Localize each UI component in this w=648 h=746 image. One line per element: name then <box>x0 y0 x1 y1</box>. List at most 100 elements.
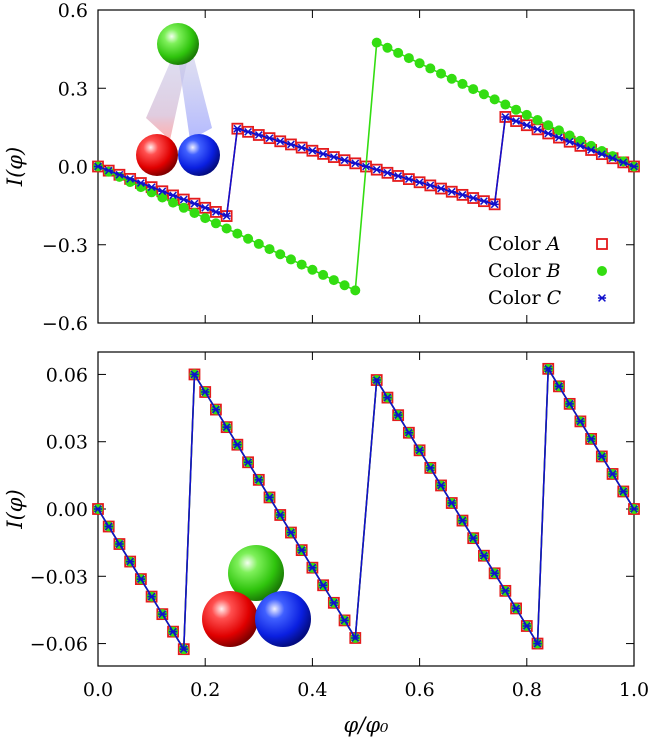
data-point <box>329 153 338 161</box>
data-point <box>383 393 392 402</box>
data-point <box>104 522 113 531</box>
data-point <box>319 149 328 158</box>
legend-label-text: Color <box>488 260 547 282</box>
legend-label-symbol: A <box>545 233 561 255</box>
data-point <box>232 228 243 239</box>
data-point <box>629 505 639 513</box>
x-tick-label: 1.0 <box>619 679 648 701</box>
data-point <box>608 470 617 478</box>
data-point <box>458 190 467 199</box>
data-point <box>533 639 542 648</box>
data-point <box>200 213 211 224</box>
legend-label: Color A <box>488 233 560 255</box>
data-point <box>296 259 307 270</box>
data-point <box>222 212 231 220</box>
blue-sphere-icon <box>178 134 220 176</box>
data-point <box>511 104 522 115</box>
data-point <box>619 487 628 496</box>
y-axis-label: I(φ) <box>3 489 27 529</box>
red-sphere-icon <box>136 134 178 176</box>
data-point <box>328 275 339 286</box>
x-tick-label: 0.4 <box>297 679 327 701</box>
x-tick-label: 0.0 <box>83 679 113 701</box>
data-point <box>179 645 188 654</box>
data-point <box>489 94 500 105</box>
data-point <box>522 121 531 130</box>
data-point <box>414 58 425 69</box>
data-point <box>553 125 564 136</box>
bottom-panel: −0.06 −0.03 0.00 0.03 0.06 0.0 0.2 0.4 0.6 0.8 1.0… <box>3 351 648 737</box>
legend-label-text: Color <box>488 233 547 255</box>
data-point <box>147 592 156 601</box>
data-point <box>500 99 511 110</box>
data-point <box>608 154 617 163</box>
data-point <box>469 534 478 543</box>
y-axis-label: I(φ) <box>3 147 27 187</box>
data-point <box>243 233 254 244</box>
data-point <box>221 223 232 234</box>
data-point <box>501 113 510 121</box>
data-point <box>233 440 242 449</box>
data-point <box>501 586 510 595</box>
data-point <box>404 175 413 184</box>
data-point <box>351 159 360 168</box>
data-point <box>554 382 564 391</box>
data-point <box>479 551 488 560</box>
x-axis-label: φ/φ₀ <box>344 713 389 737</box>
data-point <box>436 481 446 490</box>
legend-label-symbol: C <box>547 287 562 309</box>
data-point <box>190 199 199 208</box>
y-tick-label: −0.03 <box>30 566 88 588</box>
data-point <box>115 170 124 179</box>
data-point <box>285 254 296 265</box>
legend-marker <box>597 294 607 302</box>
data-point <box>318 269 329 280</box>
data-point <box>446 73 457 84</box>
data-point <box>382 42 393 53</box>
data-point <box>136 179 145 187</box>
data-point <box>394 172 403 180</box>
data-point <box>351 634 360 642</box>
data-point <box>629 162 639 171</box>
data-point <box>415 446 424 455</box>
legend-marker <box>597 266 607 276</box>
data-point <box>210 218 221 229</box>
data-point <box>189 207 200 218</box>
y-tick-label: 0.00 <box>46 499 88 521</box>
data-point <box>93 505 103 513</box>
blue-sphere-icon <box>255 591 311 647</box>
data-point <box>619 158 628 167</box>
data-point <box>426 181 435 190</box>
bond-green-red <box>146 58 188 140</box>
y-tick-label: 0.3 <box>58 78 88 100</box>
data-point <box>286 528 296 537</box>
data-point <box>329 598 338 607</box>
data-point <box>426 463 435 472</box>
data-point <box>458 516 467 525</box>
data-point <box>565 137 574 146</box>
data-point <box>522 622 531 630</box>
data-point <box>436 184 446 193</box>
data-point <box>297 143 306 152</box>
data-point <box>340 616 349 625</box>
data-point <box>158 610 167 619</box>
data-point <box>469 194 478 202</box>
data-point <box>253 238 264 249</box>
data-point <box>233 124 242 133</box>
data-point <box>178 202 189 213</box>
data-point <box>201 388 210 396</box>
data-point <box>158 187 167 196</box>
data-point <box>244 458 253 467</box>
data-point <box>512 604 521 613</box>
data-point <box>179 195 188 204</box>
y-tick-label: 0.6 <box>58 0 88 22</box>
data-point <box>340 156 349 165</box>
data-point <box>468 84 479 95</box>
data-point <box>254 131 263 139</box>
data-point <box>425 63 436 74</box>
data-point <box>576 417 585 426</box>
data-point <box>403 53 414 64</box>
